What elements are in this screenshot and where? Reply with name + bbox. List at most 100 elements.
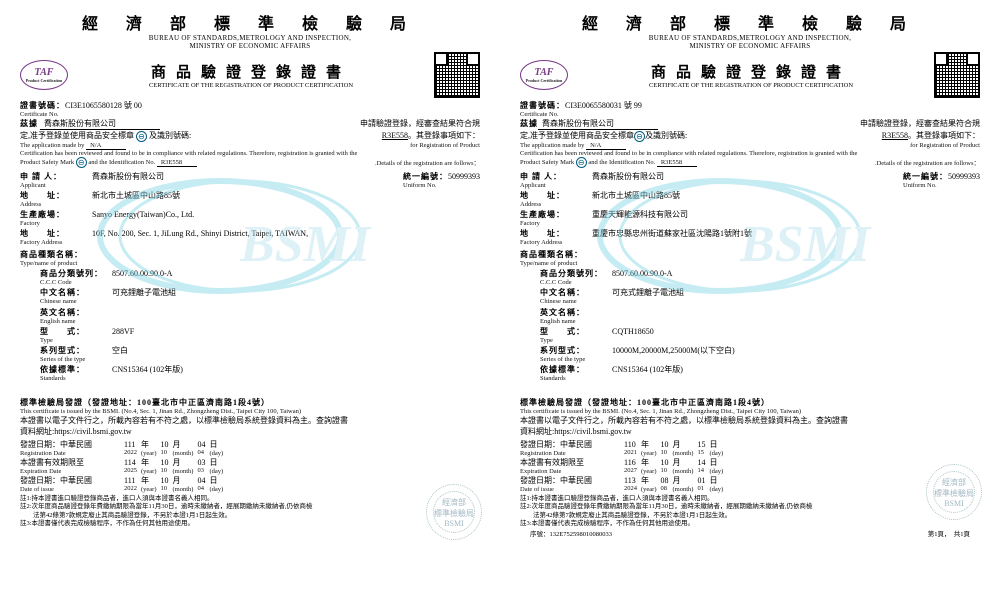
applicant: 喬森斯股份有限公司 bbox=[92, 172, 164, 182]
series-lbl-en: Series of the type bbox=[40, 356, 112, 364]
cnname-lbl-en: Chinese name bbox=[40, 298, 112, 306]
factory-lbl-en: Factory bbox=[20, 220, 92, 228]
faddr: 10F, No. 200, Sec. 1, JiLung Rd., Shinyi… bbox=[92, 229, 308, 239]
holder-label: 茲據 bbox=[20, 119, 38, 128]
bsmi-seal: 經濟部標準檢驗局BSMI bbox=[926, 464, 982, 520]
idno: R3E558 bbox=[882, 131, 908, 140]
na: N/A bbox=[86, 142, 126, 150]
ccc-lbl: 商品分類號列： bbox=[40, 269, 112, 279]
efile: 本證書以電子文件行之，所載內容若有不符之處，以標準檢驗局系統登錄資料為主。查詢證… bbox=[20, 415, 480, 426]
series: 空白 bbox=[112, 346, 128, 356]
details-en: for Registration of Product bbox=[410, 142, 480, 150]
header: 經 濟 部 標 準 檢 驗 局 BUREAU OF STANDARDS,METR… bbox=[520, 10, 980, 50]
taf-logo: TAF Product Certification bbox=[20, 60, 68, 90]
faddr-lbl: 地 址： bbox=[20, 229, 92, 239]
ptype-lbl: 商品種類名稱： bbox=[20, 250, 83, 260]
idno-lbl: and the Identification No. bbox=[88, 159, 155, 166]
std: CNS15364 (102年版) bbox=[612, 365, 683, 375]
details-cn: 。其登錄事項如下： bbox=[408, 131, 480, 140]
appmade-en: The application made by bbox=[20, 142, 84, 149]
series: 10000M,20000M,25000M(以下空白) bbox=[612, 346, 735, 356]
certno-value: CI3E1065580128 號 00 bbox=[65, 101, 142, 111]
faddr: 重慶市忠縣忠州街道蘇家社區沈陽路1號附1號 bbox=[592, 229, 752, 239]
company: 喬森斯股份有限公司 bbox=[40, 118, 160, 130]
safety-mark-icon: ⊖ bbox=[136, 131, 147, 142]
ccc-lbl-en: C.C.C Code bbox=[40, 279, 112, 287]
uniform-lbl: 統一編號： bbox=[403, 172, 448, 182]
reg-y: 111 bbox=[124, 440, 137, 449]
address-lbl: 地 址： bbox=[20, 191, 92, 201]
cert-title-en: CERTIFICATE OF THE REGISTRATION OF PRODU… bbox=[149, 82, 353, 89]
faddr-lbl-en: Factory Address bbox=[20, 239, 92, 247]
efile2: 資料網址:https://civil.bsmi.gov.tw bbox=[20, 426, 480, 437]
title-row: TAFProduct Certification 商品驗證登錄證書 CERTIF… bbox=[520, 52, 980, 98]
type-lbl-en: Type bbox=[40, 337, 112, 345]
expdate-lbl: 本證書有效期限至 bbox=[20, 457, 120, 468]
std-lbl-en: Standards bbox=[40, 375, 112, 383]
qr-code bbox=[434, 52, 480, 98]
taf-sub: Product Certification bbox=[26, 78, 62, 83]
issuedate-lbl: 發證日期：中華民國 bbox=[20, 475, 120, 486]
std-lbl: 依據標準： bbox=[40, 365, 112, 375]
cnname: 可充鋰離子電池組 bbox=[112, 288, 176, 298]
bureau-name-en1: BUREAU OF STANDARDS,METROLOGY AND INSPEC… bbox=[20, 34, 480, 42]
std: CNS15364 (102年版) bbox=[112, 365, 183, 375]
note2: 註2:次年度商品驗證登錄年費繳納期限為當年11月30日，逾時未繳納者，經展期繳納… bbox=[20, 503, 480, 511]
regdate-lbl-en: Registration Date bbox=[20, 450, 120, 457]
app-line2: 及識別號碼: bbox=[149, 131, 191, 140]
bureau-name-en2: MINISTRY OF ECONOMIC AFFAIRS bbox=[20, 42, 480, 50]
issuer-en: This certificate is issued by the BSMI. … bbox=[20, 408, 480, 415]
safety-mark-icon-2: ⊖ bbox=[76, 157, 87, 168]
applicant-lbl: 申 請 人： bbox=[20, 172, 92, 182]
serial: 序號：132E752598010080033 bbox=[530, 531, 612, 539]
series-lbl: 系列型式： bbox=[40, 346, 112, 356]
ccc: 8507.60.00.90.0-A bbox=[112, 269, 172, 279]
company: 喬森斯股份有限公司 bbox=[538, 118, 658, 130]
address-lbl-en: Address bbox=[20, 201, 92, 209]
header: 經 濟 部 標 準 檢 驗 局 BUREAU OF STANDARDS,METR… bbox=[20, 10, 480, 50]
certno-value: CI3E0065580031 號 99 bbox=[565, 101, 642, 111]
safety-mark-icon: ⊖ bbox=[634, 131, 645, 142]
app-line1: 定,准予登錄並使用商品安全標章 bbox=[20, 131, 134, 140]
safety-mark-icon-2: ⊖ bbox=[576, 157, 587, 168]
certno-label: 證書號碼： bbox=[20, 101, 65, 111]
ptype-lbl-en: Type/name of product bbox=[20, 260, 83, 268]
applicant-lbl-en: Applicant bbox=[20, 182, 92, 190]
certno-label-en: Certificate No. bbox=[20, 111, 480, 118]
regdate-lbl: 發證日期：中華民國 bbox=[20, 439, 120, 450]
uniform: 50999393 bbox=[448, 172, 480, 182]
cnname-lbl: 中文名稱： bbox=[40, 288, 112, 298]
cert-title-cn: 商品驗證登錄證書 bbox=[151, 61, 351, 82]
ccc: 8507.60.00.90.0-A bbox=[612, 269, 672, 279]
address: 新北市土城區中山路85號 bbox=[92, 191, 180, 201]
apply-text: 申請驗證登錄，經審查結果符合規 bbox=[360, 118, 480, 130]
bureau-name-cn: 經 濟 部 標 準 檢 驗 局 bbox=[20, 10, 480, 34]
uniform-lbl-en: Uniform No. bbox=[403, 182, 448, 190]
cert-review: Certification has been reviewed and foun… bbox=[20, 150, 480, 157]
certificate-right: 經 濟 部 標 準 檢 驗 局 BUREAU OF STANDARDS,METR… bbox=[500, 0, 1000, 600]
type-lbl: 型 式： bbox=[40, 327, 112, 337]
idno: R3E558 bbox=[382, 131, 408, 140]
details2: .Details of the registration are follows… bbox=[375, 157, 480, 168]
title-row: TAF Product Certification 商品驗證登錄證書 CERTI… bbox=[20, 52, 480, 98]
reg-m: 10 bbox=[161, 440, 169, 449]
psm: Product Safety Mark bbox=[20, 159, 74, 166]
factory: 重慶天輝能源科技有限公司 bbox=[592, 210, 688, 220]
bsmi-seal: 經濟部標準檢驗局BSMI bbox=[426, 484, 482, 540]
applicant: 喬森斯股份有限公司 bbox=[592, 172, 664, 182]
enname-lbl: 英文名稱： bbox=[40, 308, 112, 318]
type: 288VF bbox=[112, 327, 134, 337]
issuer-cn: 標準檢驗局發證（發證地址：100臺北市中正區濟南路1段4號） bbox=[20, 397, 480, 408]
cnname: 可充式鋰離子電池組 bbox=[612, 288, 684, 298]
type: CQTH18650 bbox=[612, 327, 654, 337]
reg-d: 04 bbox=[197, 440, 205, 449]
taf-text: TAF bbox=[35, 67, 54, 78]
idno2: R3E558 bbox=[157, 159, 197, 167]
reg-y2: 2022 bbox=[124, 449, 137, 456]
qr-code bbox=[934, 52, 980, 98]
uniform: 50999393 bbox=[948, 172, 980, 182]
page-info: 第1頁， 共1頁 bbox=[928, 531, 970, 539]
address: 新北市土城區中山路85號 bbox=[592, 191, 680, 201]
enname-lbl-en: English name bbox=[40, 318, 112, 326]
note3: 註3:本證書僅代表完成檢驗程序，不作為任何其他用途使用。 bbox=[20, 520, 480, 528]
